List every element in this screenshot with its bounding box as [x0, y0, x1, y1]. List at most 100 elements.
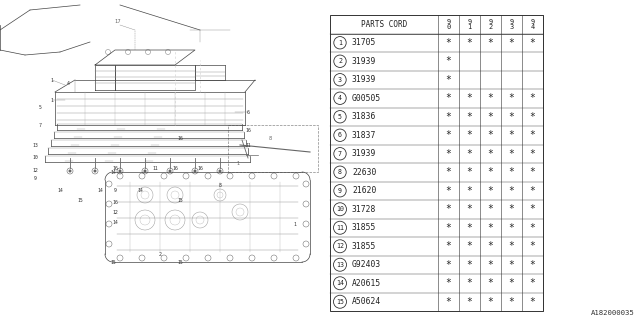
Text: 12: 12 — [336, 243, 344, 249]
Text: 12: 12 — [112, 210, 118, 214]
Text: *: * — [445, 112, 451, 122]
Text: 9
0: 9 0 — [446, 19, 451, 30]
Text: 31705: 31705 — [352, 38, 376, 47]
Text: 22630: 22630 — [352, 168, 376, 177]
Text: 9: 9 — [33, 175, 36, 180]
Text: 10: 10 — [32, 155, 38, 159]
Text: 13: 13 — [336, 262, 344, 268]
Text: A20615: A20615 — [352, 279, 381, 288]
Text: 31855: 31855 — [352, 242, 376, 251]
Text: *: * — [445, 278, 451, 288]
Text: *: * — [488, 167, 493, 177]
Text: 15: 15 — [336, 299, 344, 305]
Text: *: * — [467, 112, 472, 122]
Text: 4: 4 — [67, 81, 69, 85]
Text: 11: 11 — [336, 225, 344, 231]
Text: *: * — [529, 130, 536, 140]
Circle shape — [118, 170, 122, 172]
Text: A182000035: A182000035 — [591, 310, 635, 316]
Text: *: * — [445, 56, 451, 66]
Bar — [228, 125, 318, 172]
Circle shape — [68, 170, 72, 172]
Text: 31855: 31855 — [352, 223, 376, 232]
Text: *: * — [509, 112, 515, 122]
Text: *: * — [488, 260, 493, 270]
Text: *: * — [509, 204, 515, 214]
Text: 14: 14 — [137, 188, 143, 193]
Text: *: * — [488, 241, 493, 251]
Bar — [330, 15, 543, 311]
Text: *: * — [445, 75, 451, 85]
Text: *: * — [529, 38, 536, 48]
Text: 14: 14 — [110, 170, 116, 174]
Text: 7: 7 — [38, 123, 42, 127]
Text: PARTS CORD: PARTS CORD — [361, 20, 407, 29]
Text: *: * — [509, 297, 515, 307]
Text: 3: 3 — [338, 77, 342, 83]
Text: *: * — [529, 149, 536, 159]
Text: *: * — [445, 149, 451, 159]
Text: 11: 11 — [152, 165, 158, 171]
Text: *: * — [467, 204, 472, 214]
Text: 12: 12 — [32, 167, 38, 172]
Text: *: * — [467, 130, 472, 140]
Text: 7: 7 — [338, 151, 342, 157]
Text: 8: 8 — [338, 169, 342, 175]
Text: 5: 5 — [338, 114, 342, 120]
Text: 16: 16 — [112, 165, 118, 171]
Text: *: * — [488, 130, 493, 140]
Text: *: * — [529, 260, 536, 270]
Text: 4: 4 — [338, 95, 342, 101]
Text: *: * — [488, 149, 493, 159]
Text: 6: 6 — [338, 132, 342, 138]
Text: 1: 1 — [51, 77, 53, 83]
Text: *: * — [445, 167, 451, 177]
Text: *: * — [467, 186, 472, 196]
Text: *: * — [488, 186, 493, 196]
Text: *: * — [488, 223, 493, 233]
Text: 9
3: 9 3 — [509, 19, 514, 30]
Text: *: * — [445, 130, 451, 140]
Text: A50624: A50624 — [352, 297, 381, 306]
Text: *: * — [445, 297, 451, 307]
Text: *: * — [529, 112, 536, 122]
Text: 14: 14 — [97, 188, 103, 193]
Text: *: * — [509, 223, 515, 233]
Text: *: * — [467, 278, 472, 288]
Text: 8: 8 — [219, 182, 221, 188]
Text: 6: 6 — [246, 109, 250, 115]
Text: *: * — [529, 204, 536, 214]
Text: 31836: 31836 — [352, 112, 376, 121]
Text: *: * — [509, 167, 515, 177]
Text: 9
4: 9 4 — [531, 19, 534, 30]
Text: 31939: 31939 — [352, 57, 376, 66]
Text: *: * — [509, 278, 515, 288]
Text: 17: 17 — [115, 19, 122, 24]
Text: 9: 9 — [338, 188, 342, 194]
Text: 2: 2 — [338, 58, 342, 64]
Text: 16: 16 — [197, 165, 203, 171]
Text: *: * — [445, 186, 451, 196]
Text: 16: 16 — [245, 127, 251, 132]
Text: *: * — [488, 112, 493, 122]
Text: *: * — [445, 223, 451, 233]
Text: *: * — [509, 149, 515, 159]
Circle shape — [193, 170, 196, 172]
Text: 8: 8 — [268, 136, 271, 141]
Text: *: * — [529, 167, 536, 177]
Text: *: * — [488, 204, 493, 214]
Text: 16: 16 — [177, 135, 183, 140]
Text: 1: 1 — [338, 40, 342, 46]
Text: *: * — [529, 241, 536, 251]
Text: *: * — [445, 241, 451, 251]
Text: *: * — [529, 278, 536, 288]
Text: 14: 14 — [57, 188, 63, 193]
Text: *: * — [445, 93, 451, 103]
Text: 14: 14 — [112, 220, 118, 225]
Text: 31837: 31837 — [352, 131, 376, 140]
Text: 31939: 31939 — [352, 149, 376, 158]
Text: 21620: 21620 — [352, 186, 376, 195]
Text: *: * — [509, 241, 515, 251]
Text: *: * — [467, 260, 472, 270]
Text: 9
1: 9 1 — [467, 19, 472, 30]
